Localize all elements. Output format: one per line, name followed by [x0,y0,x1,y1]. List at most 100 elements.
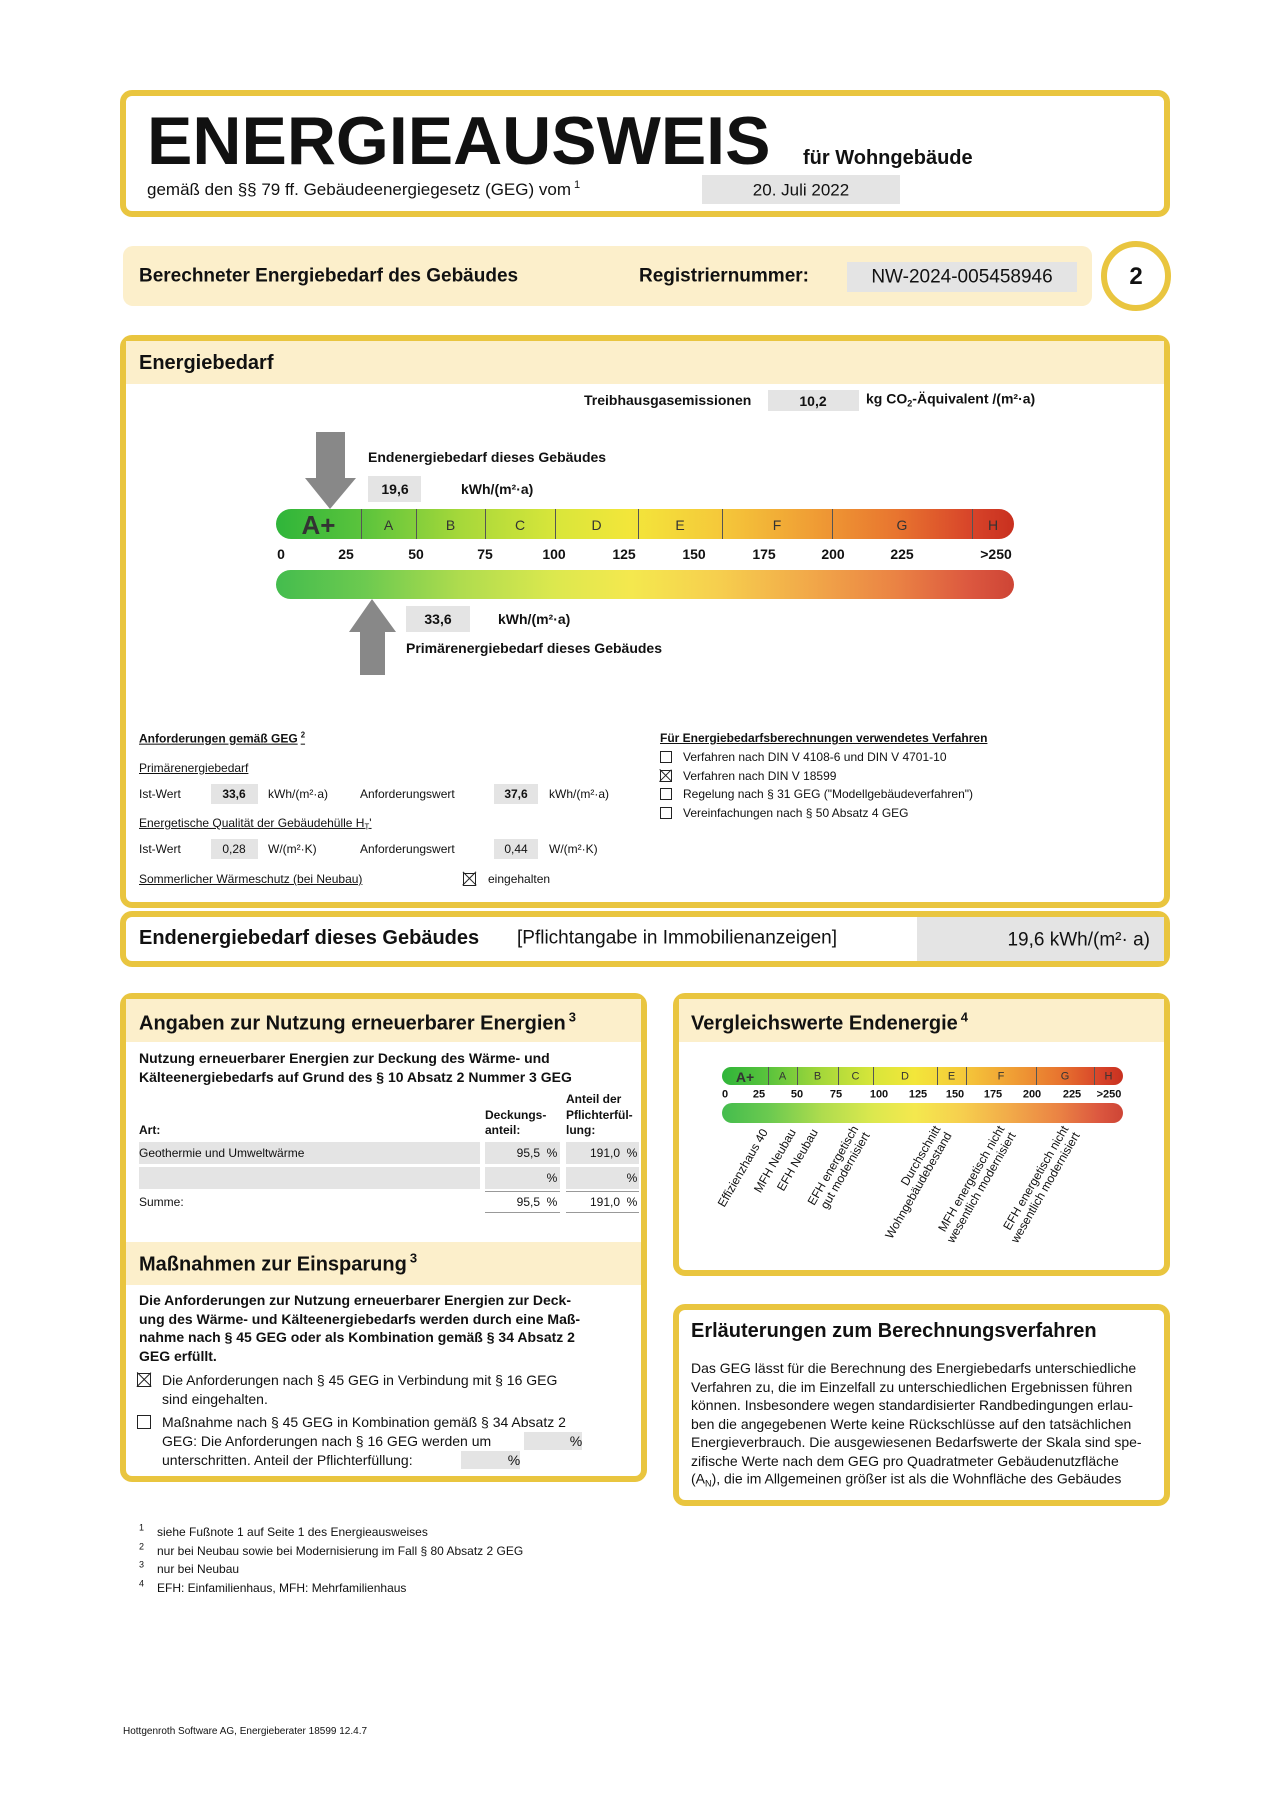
intro-line: Die Anforderungen zur Nutzung erneuerbar… [139,1292,571,1308]
checkbox [462,871,477,887]
section-band [126,999,641,1042]
class-divider [485,509,486,539]
intro-line: nahme nach § 45 GEG oder als Kombination… [139,1329,575,1346]
document-title: ENERGIEAUSWEIS [147,103,771,179]
law-reference: gemäß den §§ 79 ff. Gebäudeenergiegesetz… [147,180,580,198]
value-box [406,606,470,632]
value-box [211,839,258,859]
renewables-frame [120,993,647,1482]
checkbox [660,806,672,819]
actual-value: 0,28 [222,842,246,856]
text-part: kg CO [866,390,908,407]
scale-label: 25 [338,546,354,562]
scale-bar [722,1067,1123,1085]
text-part: gemäß den §§ 79 ff. Gebäudeenergiegesetz… [147,179,571,199]
footnote-text: EFH: Einfamilienhaus, MFH: Mehrfamilienh… [157,1581,407,1596]
scale-bar-bottom [722,1103,1123,1123]
method-option: Regelung nach § 31 GEG ("Modellgebäudeve… [683,787,974,801]
section-title: Energiebedarf [139,352,274,374]
unit: W/(m²·K) [268,842,317,856]
scale-label: 75 [477,546,493,562]
explanation-line: können. Insbesondere wegen standardisier… [691,1397,1134,1414]
cell [485,1142,560,1164]
energy-class: B [445,517,456,533]
sup-text: 3 [409,1250,418,1266]
section-title: Maßnahmen zur Einsparung 3 [139,1252,417,1275]
footnote-text: siehe Fußnote 1 auf Seite 1 des Energiea… [157,1525,428,1539]
unit: % [546,1146,558,1160]
energy-type: Geothermie und Umweltwärme [139,1146,305,1160]
intro-line: ung des Wärme- und Kälteenergiebedarfs w… [139,1310,581,1327]
class-divider [361,509,362,539]
scale-label: 150 [945,1088,965,1101]
sub-text: T [364,822,370,832]
final-notice-value: 19,6 kWh/(m²· a) [1007,929,1150,951]
scale-label: >250 [1096,1088,1122,1101]
scale-label: 50 [408,546,424,562]
emissions-unit: kg CO2-Äquivalent /(m²·a) [866,392,1035,409]
document-subtitle: für Wohngebäude [803,147,973,169]
scale-label: 175 [752,546,776,562]
text-part: Vergleichswerte Endenergie [691,1012,958,1035]
class-divider [722,509,723,539]
cell [139,1191,480,1213]
scale-label: 225 [890,546,914,562]
method-option: Vereinfachungen nach § 50 Absatz 4 GEG [683,805,909,820]
cell [485,1191,560,1213]
text-part: Angaben zur Nutzung erneuerbarer Energie… [139,1012,566,1035]
energy-class: E [675,517,685,533]
section-title: Erläuterungen zum Berechnungsverfahren [691,1320,1097,1342]
option-line: sind eingehalten. [162,1391,268,1407]
energy-class: A [778,1070,787,1083]
row-label: Ist-Wert [139,842,181,856]
unit: % [569,1433,583,1449]
final-energy-arrow [305,432,356,509]
summer-status: eingehalten [488,872,551,886]
energy-class: F [772,517,782,533]
section-band [679,999,1164,1042]
value-box [917,917,1164,961]
text-part: Anforderungen gemäß GEG [139,731,298,746]
energy-class: G [1060,1070,1070,1083]
value-box [211,784,258,804]
footer: Hottgenroth Software AG, Energieberater … [123,1726,368,1737]
energy-class: C [514,517,526,533]
value-box [494,784,538,804]
explanation-line: zifische Werte nach dem GEG pro Quadratm… [691,1453,1119,1469]
value-box [368,476,421,502]
sup-text: 2 [300,730,306,740]
subheading: Primärenergiebedarf [139,761,249,775]
column-header: lung: [566,1123,596,1137]
cell [566,1142,639,1164]
energy-class: A+ [301,510,336,540]
registration-box [847,262,1077,292]
explanation-line: (AN), die im Allgemeinen größer ist als … [691,1472,1121,1489]
footnote-mark: 4 [139,1578,145,1589]
explanation-line: Das GEG lässt für die Berechnung des Ene… [691,1360,1137,1376]
class-divider [555,509,556,539]
scale-label: 100 [869,1088,889,1101]
row-label: Ist-Wert [139,787,181,801]
cell [139,1142,480,1164]
unit: % [626,1170,638,1185]
final-energy-unit: kWh/(m²·a) [461,481,534,497]
unit: % [546,1195,558,1209]
cell [485,1166,560,1189]
scale-label: 50 [790,1088,804,1101]
energy-class: A [383,517,394,533]
text-part: Energetische Qualität der Gebäudehülle H [139,815,365,830]
column-header: Anteil der [566,1092,622,1106]
scale-label: 200 [1022,1088,1042,1101]
footnote-mark: 3 [139,1559,145,1570]
class-divider [638,509,639,539]
class-divider [797,1067,798,1085]
energy-type: Summe: [139,1195,184,1209]
scale-label: 175 [983,1088,1003,1101]
final-energy-label: Endenergiebedarf dieses Gebäudes [368,449,607,465]
energy-class: G [896,517,908,533]
option-line: Die Anforderungen nach § 45 GEG in Verbi… [162,1372,558,1388]
row-label: Anforderungswert [360,842,455,856]
explanation-line: ben die angegebenen Werte keine Rückschl… [691,1415,1132,1432]
sub-text: 2 [907,398,913,409]
